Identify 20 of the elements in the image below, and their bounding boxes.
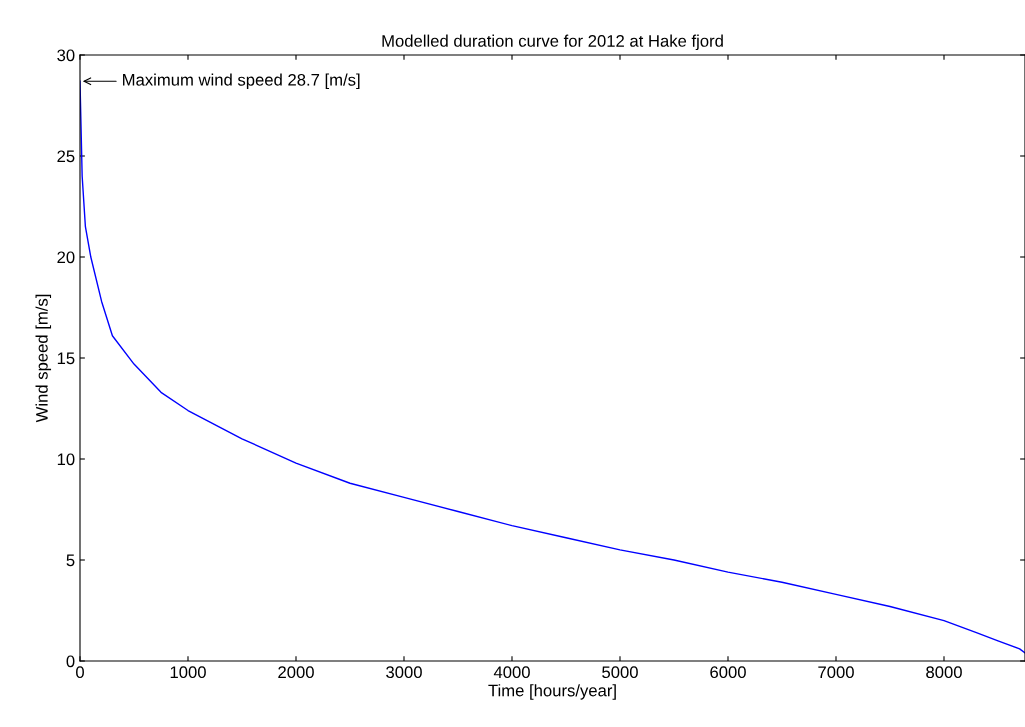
x-tick-label: 6000: [710, 666, 746, 679]
x-tick-label: 4000: [493, 666, 530, 679]
x-axis-title: Time [hours/year]: [488, 684, 616, 700]
y-tick-label: 5: [66, 554, 75, 567]
annotation: Maximum wind speed 28.7 [m/s]: [123, 73, 360, 90]
y-tick-label: 25: [57, 150, 75, 163]
x-tick-label: 1000: [170, 666, 206, 679]
x-tick-label: 2000: [278, 666, 314, 679]
chart-title: Modelled duration curve for 2012 at Hake fjord: [382, 34, 723, 51]
y-axis-title: Wind speed [m/s]: [35, 294, 52, 423]
x-tick-label: 0: [76, 666, 84, 679]
y-tick-label: 20: [57, 251, 75, 264]
x-tick-label: 5000: [602, 666, 638, 679]
x-tick-label: 7000: [818, 666, 854, 679]
x-tick-label: 3000: [386, 666, 422, 679]
y-tick-label: 15: [57, 352, 75, 365]
y-tick-label: 10: [57, 453, 75, 466]
x-tick-label: 8000: [926, 666, 962, 679]
y-tick-label: 30: [57, 49, 75, 62]
y-tick-label: 0: [66, 655, 75, 668]
